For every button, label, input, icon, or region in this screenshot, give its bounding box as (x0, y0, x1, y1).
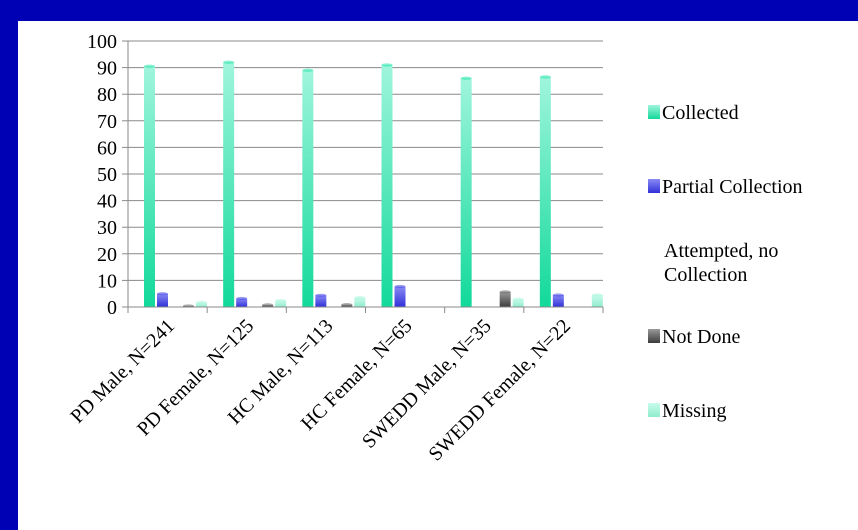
bar-body (394, 286, 406, 307)
y-tick-label: 0 (107, 297, 117, 319)
bar-body (539, 76, 551, 307)
bar-cap (354, 296, 366, 300)
legend-swatch (648, 403, 660, 417)
bar-cap (552, 293, 564, 297)
bar-body (315, 295, 327, 307)
y-tick-label: 50 (97, 164, 117, 186)
bar-body (512, 299, 524, 307)
bar-collected-3 (302, 68, 314, 307)
bar-missing-6 (591, 293, 603, 307)
axes (122, 40, 604, 313)
legend-item-collected: Collected (648, 102, 739, 124)
y-tick-label: 60 (97, 137, 117, 159)
bar-body (223, 62, 235, 307)
legend-item-attempted-no-collection: Attempted, no Collection (664, 240, 778, 286)
bar-collected-4 (381, 63, 393, 307)
bar-body (460, 78, 472, 308)
bar-partial-collection-2 (236, 296, 248, 307)
bar-collected-6 (539, 75, 551, 307)
x-tick-label: SWEDD Male, N=35 (358, 315, 496, 453)
y-tick-label: 30 (97, 217, 117, 239)
legend-label: Not Done (662, 326, 740, 348)
bar-cap (275, 299, 287, 303)
bar-cap (512, 297, 524, 301)
bar-missing-2 (275, 299, 287, 307)
bar-body (144, 66, 155, 308)
bar-missing-1 (196, 300, 207, 307)
bar-body (499, 291, 511, 307)
bar-body (275, 300, 287, 307)
legend-swatch (648, 105, 660, 119)
bar-not-done-3 (341, 303, 353, 307)
legend-swatch (648, 179, 660, 193)
bar-cap (381, 63, 393, 67)
y-tick-label: 40 (97, 191, 117, 213)
bar-cap (591, 293, 603, 297)
bar-body (552, 295, 564, 307)
bar-partial-collection-3 (315, 293, 327, 307)
bar-body (196, 302, 207, 307)
bar-cap (315, 293, 327, 297)
bar-cap (394, 284, 406, 289)
bar-cap (223, 60, 235, 64)
legend: Collected Partial Collection Attempted, no… (648, 102, 803, 422)
bar-cap (144, 64, 155, 68)
bar-partial-collection-1 (157, 292, 168, 307)
bar-cap (499, 290, 511, 294)
chart-panel (18, 21, 858, 530)
y-tick-label: 20 (97, 244, 117, 266)
bar-body (591, 295, 603, 307)
legend-label: Missing (662, 400, 726, 422)
gridlines (128, 40, 603, 281)
bar-collected-1 (144, 64, 155, 308)
bar-partial-collection-6 (552, 293, 564, 307)
bar-body (302, 70, 314, 307)
y-tick-label: 80 (97, 84, 117, 106)
bar-cap (460, 76, 472, 80)
bar-cap (196, 300, 207, 305)
bar-collected-2 (223, 60, 235, 307)
legend-item-missing: Missing (648, 400, 726, 422)
y-tick-label: 100 (87, 31, 117, 53)
legend-item-partial-collection: Partial Collection (648, 176, 803, 198)
x-tick-label: SWEDD Female, N=22 (425, 315, 575, 465)
bar-cap (157, 292, 168, 296)
bar-partial-collection-4 (394, 284, 406, 307)
bar-collected-5 (460, 76, 472, 308)
bar-cap (539, 75, 551, 79)
bar-missing-3 (354, 296, 366, 307)
bar-not-done-2 (262, 303, 274, 307)
y-tick-label: 70 (97, 111, 117, 133)
bar-cap (262, 303, 274, 307)
bar-body (381, 64, 393, 307)
legend-label: Collected (662, 102, 739, 124)
y-tick-labels: 0 10 20 30 40 50 60 70 80 90 100 (87, 31, 117, 319)
legend-swatch (648, 329, 660, 343)
legend-label: Partial Collection (662, 176, 803, 198)
bar-body (354, 297, 366, 307)
legend-label: Attempted, no Collection (664, 240, 778, 286)
legend-item-not-done: Not Done (648, 326, 740, 348)
bars (144, 60, 603, 308)
bar-cap (302, 68, 314, 72)
y-tick-label: 90 (97, 58, 117, 80)
bar-missing-5 (512, 297, 524, 307)
bar-not-done-5 (499, 290, 511, 307)
bar-body (157, 293, 168, 307)
bar-body (236, 298, 248, 307)
bar-cap (341, 303, 353, 307)
y-tick-label: 10 (97, 270, 117, 292)
bar-cap (236, 296, 248, 301)
